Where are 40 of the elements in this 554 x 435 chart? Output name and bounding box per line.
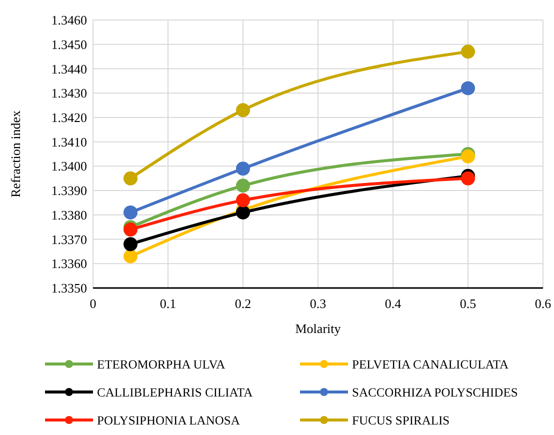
point [461, 149, 475, 164]
point [236, 178, 250, 193]
y-tick-label: 1.3370 [51, 232, 87, 247]
x-tick-label: 0.3 [310, 296, 326, 311]
x-tick-label: 0.2 [234, 296, 252, 311]
y-tick-label: 1.3400 [51, 158, 87, 174]
point [461, 171, 475, 186]
x-tick-label: 0.5 [460, 296, 476, 311]
y-tick-label: 1.3430 [51, 86, 87, 101]
y-tick-label: 1.3420 [51, 110, 87, 126]
x-axis-title: Molarity [295, 321, 342, 336]
x-tick-label: 0.6 [534, 296, 552, 311]
legend-label: SACCORHIZA POLYSCHIDES [352, 385, 518, 400]
y-tick-label: 1.3360 [51, 256, 87, 272]
legend-label: PELVETIA CANALICULATA [352, 357, 509, 372]
point [124, 171, 138, 186]
point [124, 249, 138, 264]
point [461, 81, 475, 96]
y-tick-label: 1.3350 [51, 280, 87, 296]
y-axis-title: Refraction index [8, 110, 23, 198]
y-tick-label: 1.3450 [51, 36, 87, 52]
point [124, 222, 138, 237]
x-tick-label: 0 [90, 296, 96, 311]
point [236, 193, 250, 208]
y-tick-label: 1.3390 [51, 183, 87, 198]
point [236, 103, 250, 118]
point [124, 205, 138, 220]
legend-label: CALLIBLEPHARIS CILIATA [97, 385, 253, 400]
point [461, 44, 475, 59]
point [124, 237, 138, 252]
legend-label: ETEROMORPHA ULVA [97, 357, 226, 372]
y-tick-label: 1.3440 [51, 61, 87, 76]
y-tick-label: 1.3460 [51, 12, 87, 28]
x-tick-label: 0.4 [384, 296, 402, 311]
legend-label: POLYSIPHONIA LANOSA [97, 413, 240, 428]
legend-label: FUCUS SPIRALIS [352, 413, 450, 428]
point [236, 162, 250, 176]
y-tick-label: 1.3380 [51, 207, 87, 222]
y-tick-label: 1.3410 [51, 134, 87, 150]
x-tick-label: 0.1 [160, 296, 176, 311]
